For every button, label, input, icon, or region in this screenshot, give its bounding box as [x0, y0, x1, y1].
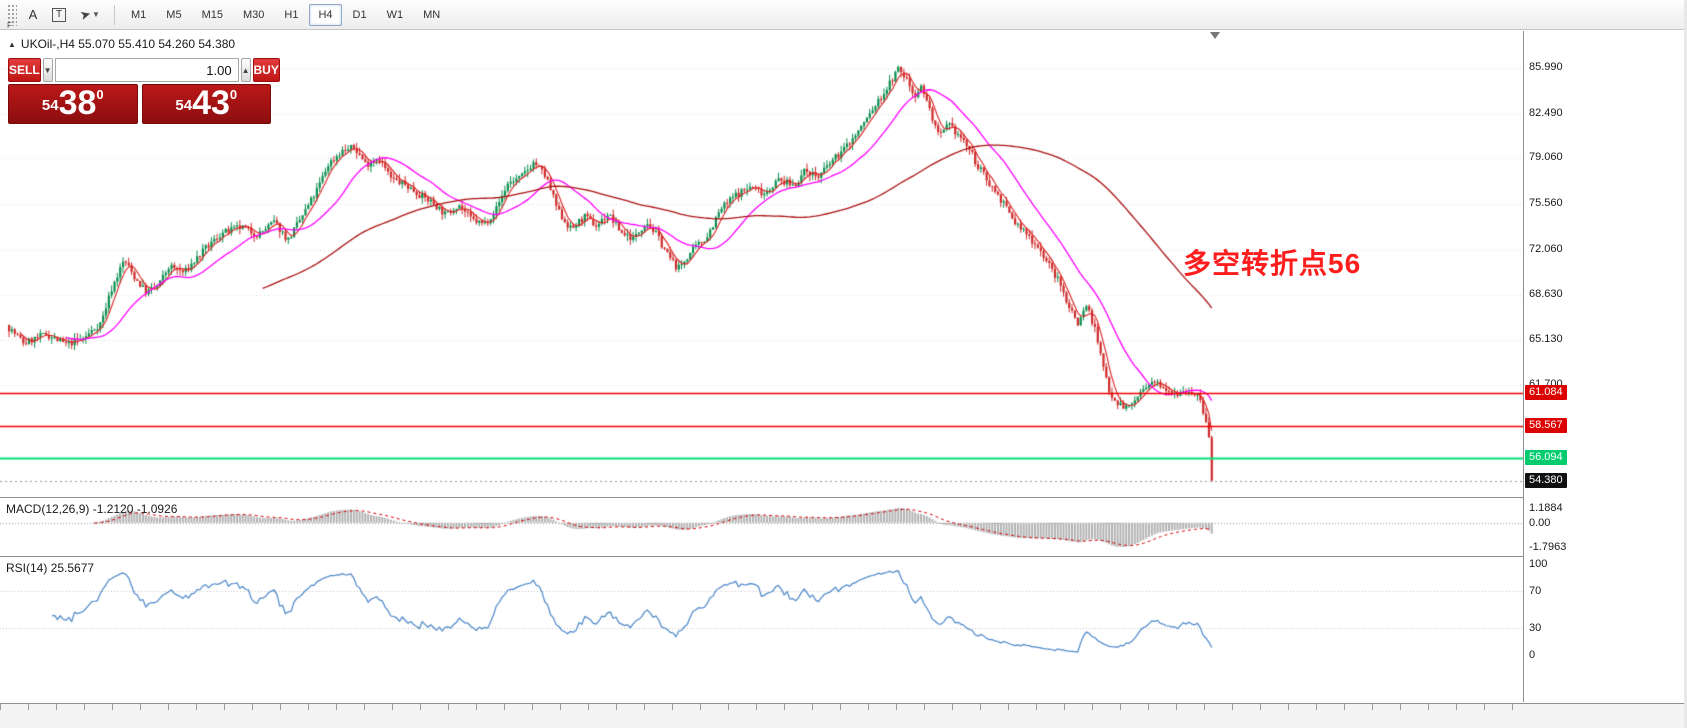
buy-price-display[interactable]: 54 43 0: [141, 84, 271, 124]
toolbar-separator: [114, 4, 115, 25]
chart-shift-marker-icon[interactable]: [1210, 32, 1220, 39]
price-axis-label: 75.560: [1529, 197, 1563, 210]
timeframe-m5[interactable]: M5: [166, 8, 182, 21]
toolbar-grip[interactable]: F: [7, 3, 17, 30]
timeframe-h4[interactable]: H4: [309, 3, 342, 26]
chevron-down-icon: ▼: [43, 65, 52, 75]
time-axis-ticks: [0, 704, 1523, 710]
macd-axis-label: 1.1884: [1529, 502, 1563, 514]
rsi-label: RSI(14) 25.5677: [6, 561, 95, 575]
price-tag-58.567[interactable]: 58.567: [1525, 417, 1567, 433]
price-tag-54.380[interactable]: 54.380: [1525, 472, 1567, 488]
macd-label: MACD(12,26,9) -1.2120 -1.0926: [6, 502, 178, 516]
chart-region: ▲ UKOil-,H4 55.070 55.410 54.260 54.380 …: [0, 31, 1684, 728]
one-click-trade-widget: SELL ▼ ▲ BUY 54 38 0 54 43: [8, 58, 280, 124]
volume-input[interactable]: [54, 58, 239, 82]
text-tool-icon: A: [28, 7, 38, 22]
symbol-header: ▲ UKOil-,H4 55.070 55.410 54.260 54.380: [8, 37, 235, 51]
rsi-axis-label: 30: [1529, 621, 1542, 634]
sell-price-sup: 0: [96, 87, 104, 102]
text-label-tool-button[interactable]: T: [47, 3, 71, 27]
collapse-triangle-icon[interactable]: ▲: [8, 39, 16, 49]
cursor-tool-button[interactable]: ➤ ▼: [73, 3, 107, 27]
timeframe-m30[interactable]: M30: [242, 8, 265, 21]
top-toolbar: F A T ➤ ▼ M1 M5 M15 M30 H1 H4 D1 W1 MN: [0, 0, 1684, 30]
panel-separator[interactable]: [0, 556, 1684, 557]
rsi-axis-label: 100: [1529, 558, 1548, 570]
price-axis-label: 72.060: [1529, 242, 1563, 255]
cursor-arrows-icon: ➤: [78, 5, 93, 23]
rsi-axis-label: 70: [1529, 585, 1542, 598]
buy-price-prefix: 54: [175, 97, 193, 114]
grip-f-label: F: [7, 20, 12, 30]
price-axis-label: 65.130: [1529, 333, 1563, 346]
timeframe-m15[interactable]: M15: [201, 8, 223, 21]
rsi-axis-label: 0: [1529, 649, 1536, 661]
text-label-icon: T: [52, 7, 66, 22]
timeframe-d1[interactable]: D1: [352, 8, 367, 21]
macd-axis-label: 0.00: [1529, 516, 1551, 529]
volume-up-button[interactable]: ▲: [240, 58, 251, 82]
time-axis[interactable]: [0, 703, 1684, 728]
chevron-down-icon: ▼: [91, 10, 100, 19]
timeframe-w1[interactable]: W1: [386, 8, 404, 21]
timeframe-mn[interactable]: MN: [423, 8, 441, 21]
volume-dropdown-button[interactable]: ▼: [42, 58, 53, 82]
chart-annotation-text[interactable]: 多空转折点56: [1183, 248, 1362, 279]
buy-button[interactable]: BUY: [252, 58, 280, 82]
buy-price-sup: 0: [229, 87, 238, 102]
price-axis[interactable]: 85.990 82.490 79.060 75.560 72.060 68.630 65.1…: [1523, 31, 1684, 702]
sell-button[interactable]: SELL: [8, 58, 41, 82]
price-axis-label: 68.630: [1529, 287, 1563, 300]
timeframe-group: M1 M5 M15 M30 H1 H4 D1 W1 MN: [121, 3, 450, 26]
sell-price-display[interactable]: 54 38 0: [8, 84, 138, 124]
symbol-ohlc-text: UKOil-,H4 55.070 55.410 54.260 54.380: [20, 37, 236, 51]
sell-price-big: 38: [58, 84, 97, 122]
price-axis-label: 82.490: [1529, 106, 1563, 119]
timeframe-m1[interactable]: M1: [131, 8, 147, 21]
buy-price-big: 43: [192, 84, 230, 122]
macd-indicator-panel[interactable]: [0, 498, 1523, 556]
macd-axis-label: -1.7963: [1529, 541, 1567, 553]
sell-price-prefix: 54: [41, 97, 59, 114]
chevron-up-icon: ▲: [241, 65, 250, 75]
rsi-indicator-panel[interactable]: [0, 557, 1523, 702]
price-axis-label: 85.990: [1529, 61, 1563, 73]
panel-separator[interactable]: [0, 497, 1684, 498]
price-tag-56.094[interactable]: 56.094: [1525, 450, 1567, 466]
price-tag-61.084[interactable]: 61.084: [1525, 385, 1567, 401]
price-axis-label: 79.060: [1529, 151, 1563, 164]
text-tool-button[interactable]: A: [21, 3, 45, 27]
timeframe-h1[interactable]: H1: [284, 8, 299, 21]
